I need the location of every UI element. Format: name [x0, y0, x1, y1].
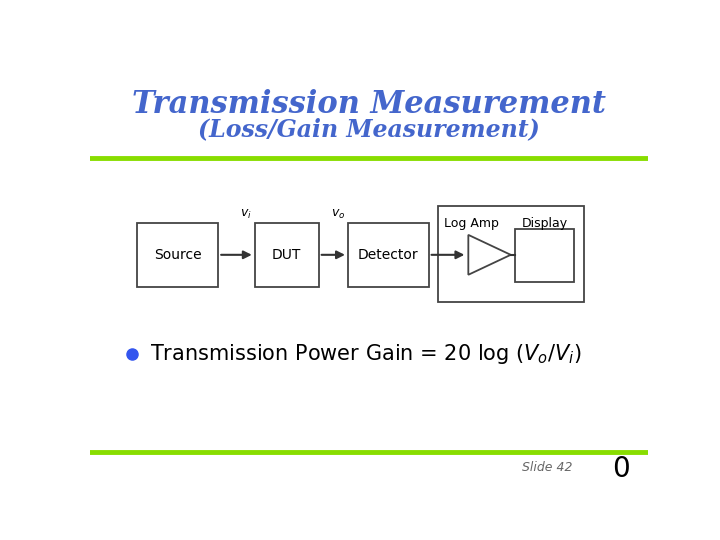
Text: Transmission Power Gain = 20 log ($V_o$/$V_i$): Transmission Power Gain = 20 log ($V_o$/…	[150, 342, 582, 366]
Bar	[138, 223, 218, 287]
Bar	[438, 206, 584, 302]
Text: Slide 42: Slide 42	[523, 461, 573, 474]
Bar	[348, 223, 428, 287]
Text: $v_o$: $v_o$	[330, 207, 345, 221]
Bar	[255, 223, 319, 287]
Text: Log Amp: Log Amp	[444, 217, 499, 230]
Text: Transmission Measurement: Transmission Measurement	[132, 89, 606, 120]
Text: Display: Display	[521, 217, 567, 230]
Text: DUT: DUT	[272, 248, 302, 262]
Bar	[516, 228, 574, 282]
Text: Source: Source	[154, 248, 202, 262]
Text: Detector: Detector	[358, 248, 418, 262]
Text: (Loss/Gain Measurement): (Loss/Gain Measurement)	[198, 117, 540, 141]
Text: $v_i$: $v_i$	[240, 207, 252, 221]
Polygon shape	[468, 235, 510, 275]
Text: 0: 0	[612, 455, 629, 483]
